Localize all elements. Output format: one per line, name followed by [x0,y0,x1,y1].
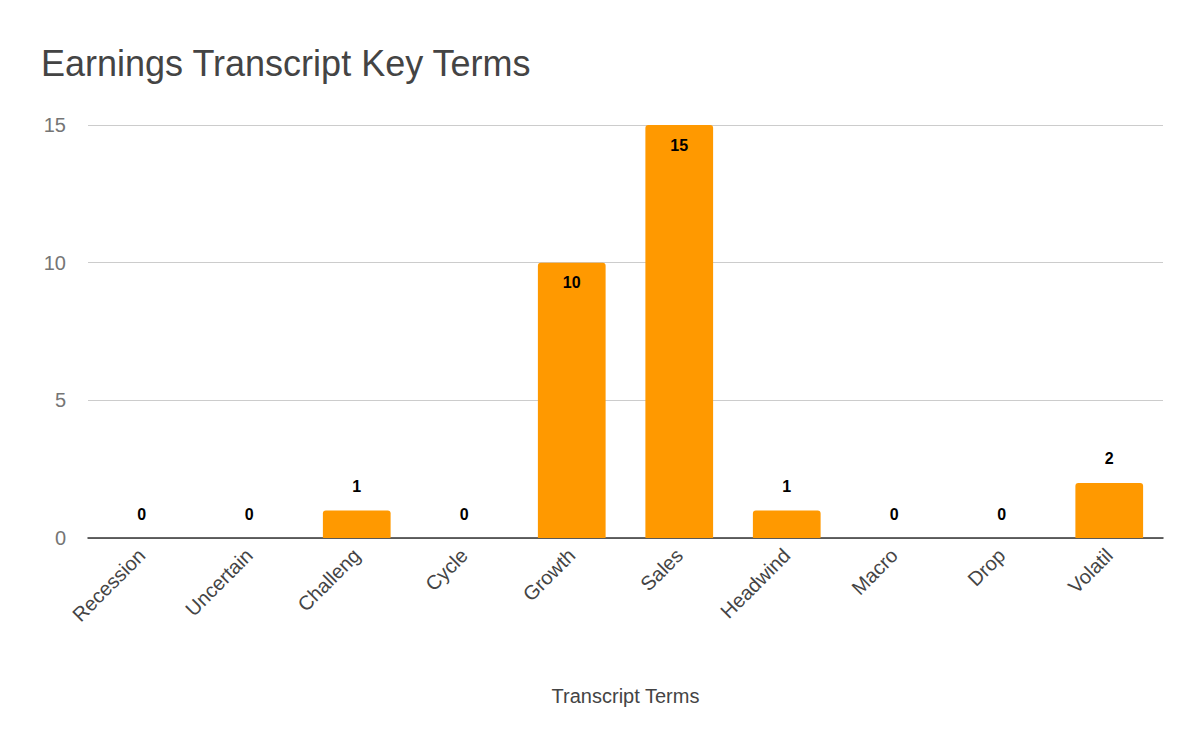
svg-text:0: 0 [890,506,899,523]
svg-text:Uncertain: Uncertain [181,544,257,620]
svg-text:1: 1 [352,478,361,495]
svg-text:10: 10 [44,252,66,274]
svg-text:5: 5 [55,389,66,411]
svg-text:Macro: Macro [847,544,902,599]
svg-text:2: 2 [1105,450,1114,467]
svg-text:0: 0 [55,527,66,549]
svg-text:0: 0 [137,506,146,523]
svg-text:Growth: Growth [518,544,579,605]
svg-text:Cycle: Cycle [421,544,472,595]
svg-text:Earnings Transcript Key Terms: Earnings Transcript Key Terms [41,43,531,84]
svg-text:Drop: Drop [963,544,1009,590]
svg-text:0: 0 [245,506,254,523]
svg-text:10: 10 [563,274,581,291]
svg-text:Transcript Terms: Transcript Terms [552,685,700,707]
svg-text:1: 1 [782,478,791,495]
svg-text:Challeng: Challeng [293,544,364,615]
svg-text:Volatil: Volatil [1064,544,1117,597]
svg-text:0: 0 [460,506,469,523]
svg-text:Headwind: Headwind [716,544,794,622]
svg-text:Sales: Sales [636,544,687,595]
svg-text:15: 15 [670,137,688,154]
svg-text:0: 0 [997,506,1006,523]
svg-text:15: 15 [44,114,66,136]
svg-text:Recession: Recession [68,544,150,626]
